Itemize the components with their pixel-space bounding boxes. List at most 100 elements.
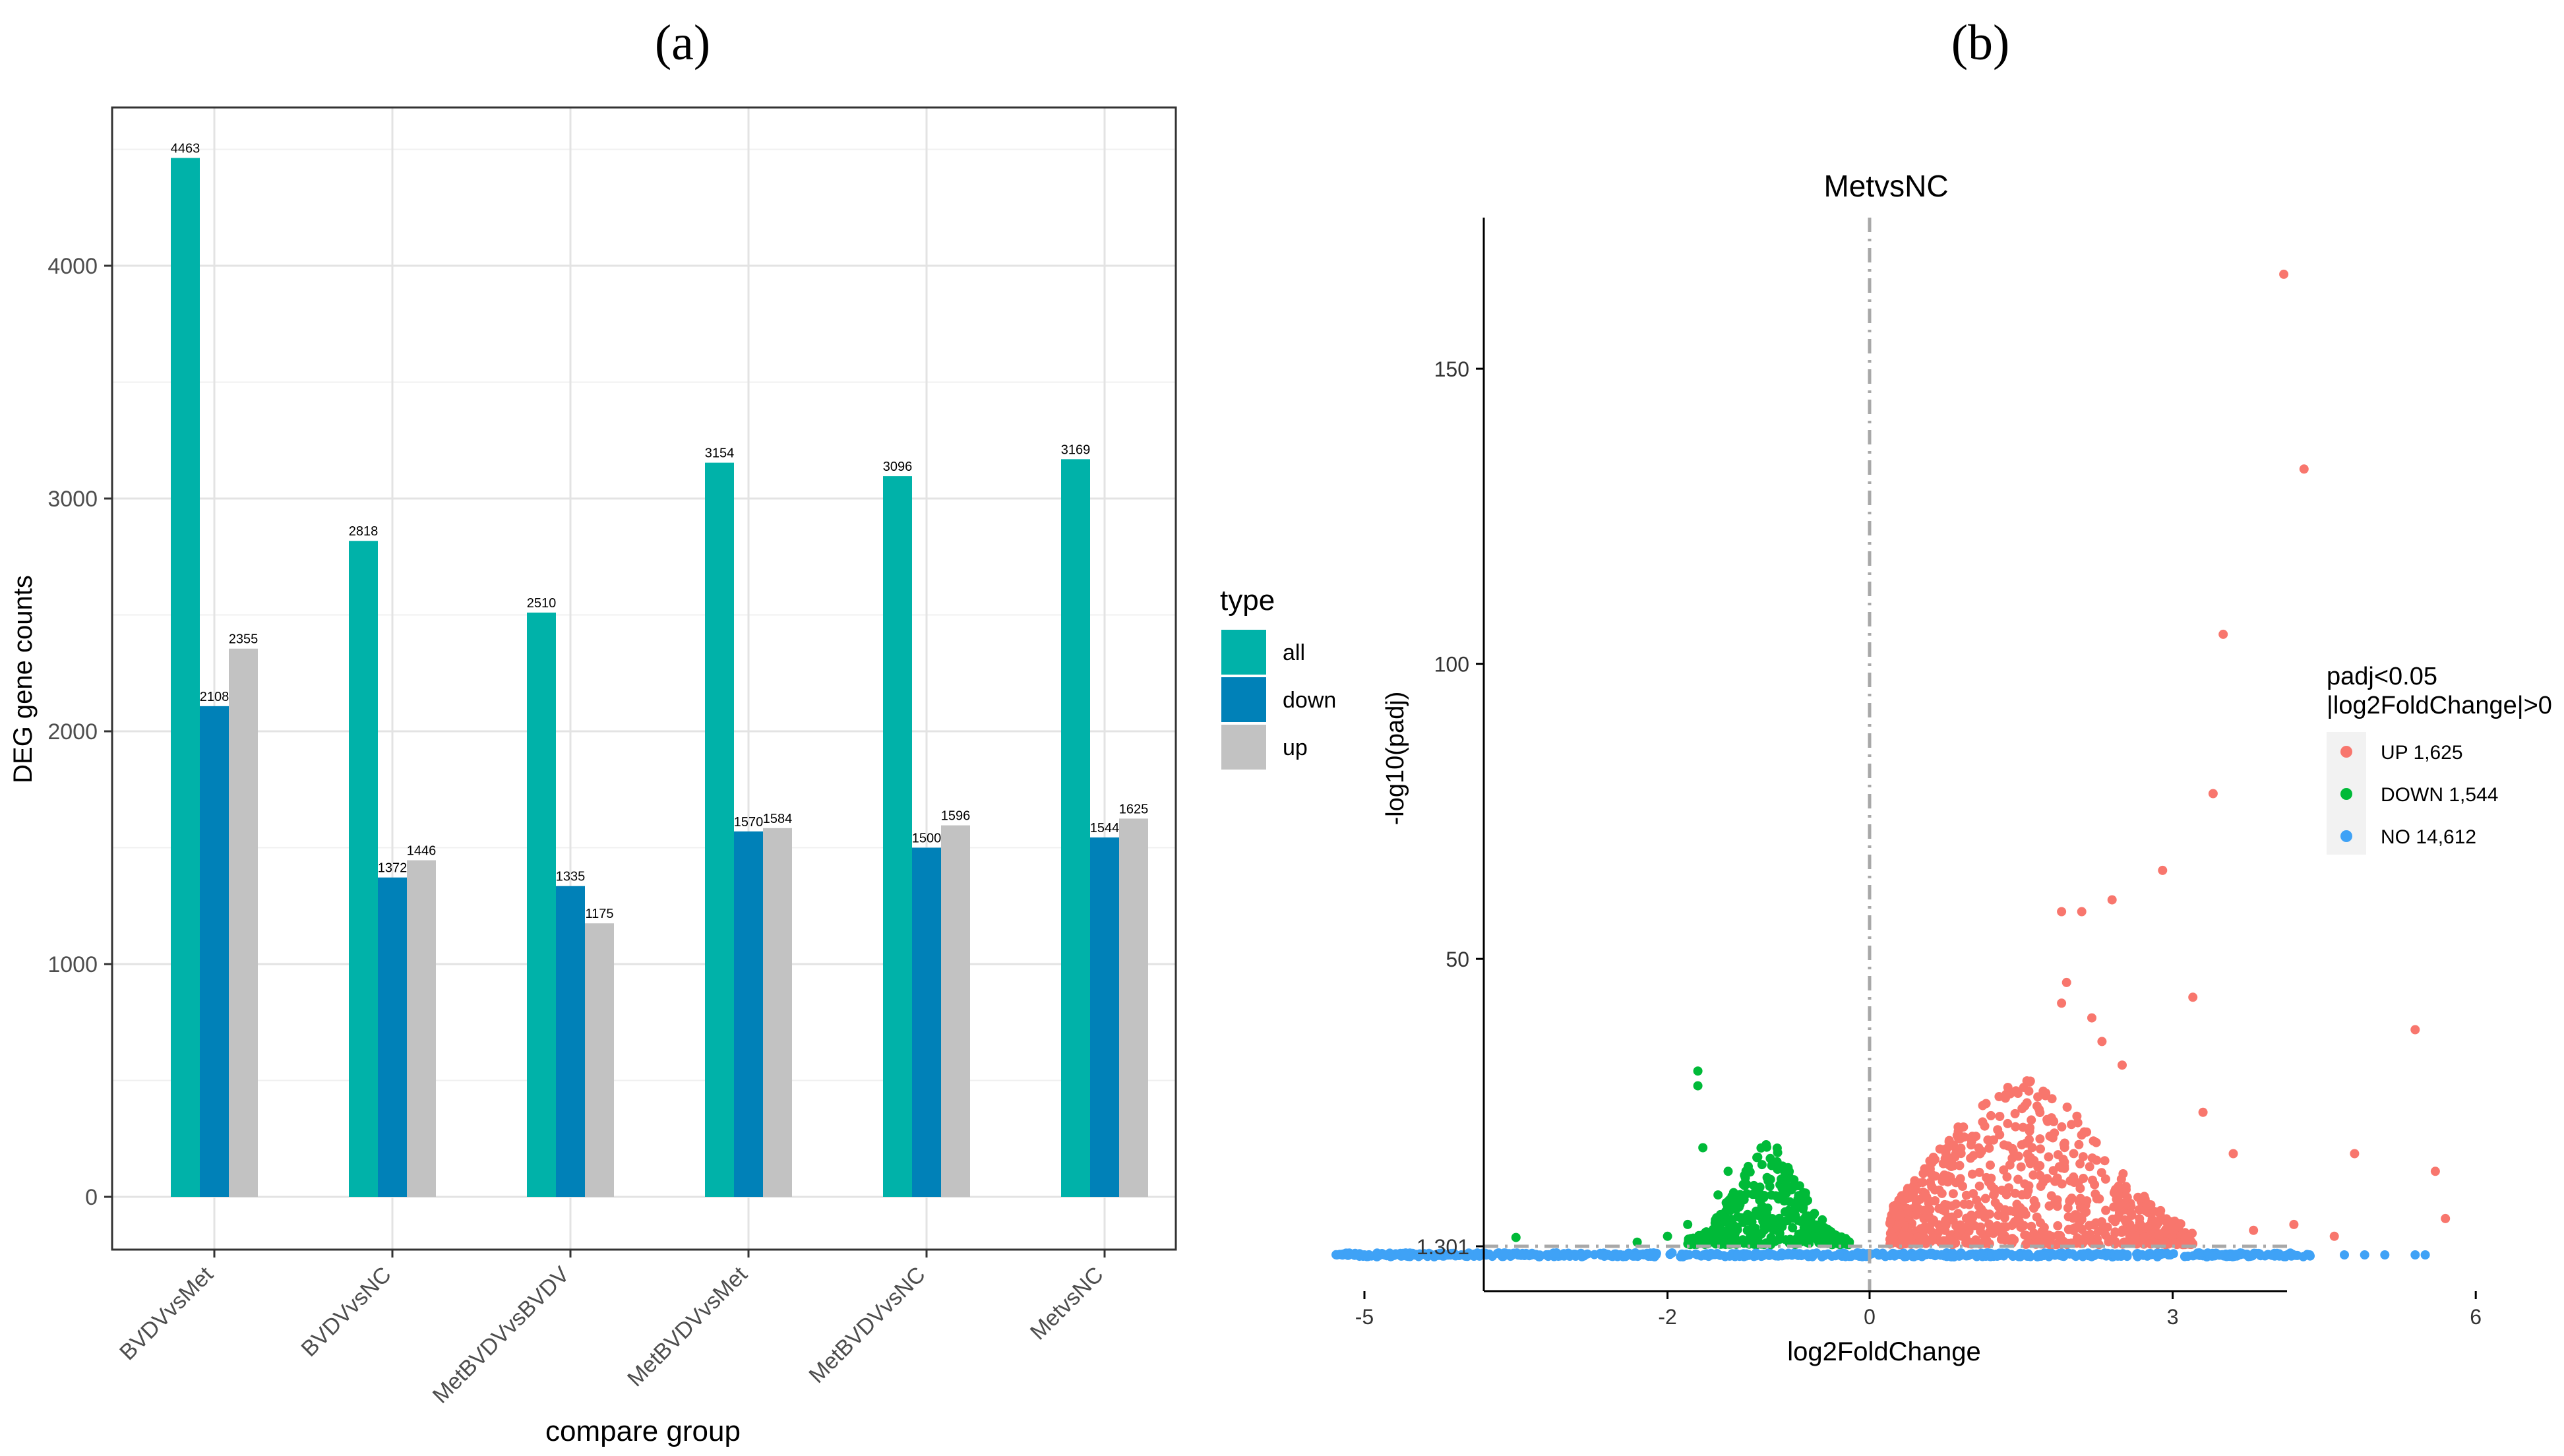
volcano-point-up — [2289, 1219, 2299, 1229]
bar-data-label: 1372 — [378, 861, 408, 876]
volcano-point-up — [1889, 1205, 1899, 1215]
volcano-point-no — [2360, 1250, 2369, 1259]
volcano-point-no — [2288, 1250, 2298, 1259]
volcano-point-no — [2219, 1251, 2228, 1261]
volcano-point-no — [1819, 1250, 1829, 1259]
volcano-point-up — [2059, 1139, 2069, 1149]
bar-down — [556, 886, 585, 1197]
volcano-point-up — [2075, 1159, 2085, 1168]
bar-legend-label-up: up — [1283, 735, 1308, 760]
bar-data-label: 3154 — [705, 446, 735, 461]
volcano-point-no — [1999, 1248, 2009, 1258]
volcano-point-up — [1980, 1194, 1990, 1203]
volcano-point-no — [1956, 1248, 1966, 1258]
volcano-point-up — [2003, 1118, 2013, 1128]
volcano-point-no — [1332, 1250, 1342, 1260]
bar-x-tick-label: MetBVDVvsMet — [623, 1261, 752, 1391]
volcano-point-down — [1698, 1143, 1708, 1153]
volcano-point-up — [1954, 1134, 1964, 1144]
volcano-point-no — [1682, 1250, 1692, 1260]
volcano-point-no — [2380, 1250, 2390, 1259]
volcano-point-up — [2007, 1143, 2017, 1153]
volcano-point-no — [1589, 1250, 1599, 1259]
volcano-point-no — [1831, 1251, 1841, 1261]
volcano-point-up — [2001, 1190, 2011, 1199]
volcano-point-no — [2298, 1252, 2308, 1261]
volcano-point-up — [2024, 1086, 2034, 1096]
bar-x-tick-label: MetBVDVvsBVDV — [428, 1262, 574, 1409]
volcano-point-up — [2022, 1190, 2032, 1199]
volcano-point-no — [1500, 1248, 1509, 1258]
volcano-point-down — [1775, 1225, 1785, 1234]
volcano-point-up — [2075, 1184, 2085, 1194]
volcano-point-down — [1752, 1153, 1762, 1163]
volcano-point-down — [1693, 1066, 1703, 1076]
volcano-point-up — [2350, 1149, 2360, 1159]
volcano-point-up — [2062, 1103, 2072, 1112]
volcano-point-up — [1948, 1189, 1958, 1199]
volcano-point-no — [1612, 1252, 1622, 1261]
volcano-point-up — [1942, 1200, 1952, 1210]
bar-x-tick-label: MetBVDVvsNC — [804, 1262, 930, 1388]
volcano-point-up — [2033, 1162, 2043, 1172]
volcano-point-up — [2002, 1172, 2012, 1182]
volcano-point-up — [2053, 1221, 2063, 1230]
volcano-point-down — [1796, 1217, 1806, 1226]
volcano-point-up — [2279, 269, 2289, 279]
bar-data-labels: 4463 2108 2355 2818 1372 1446 2510 1335 1175 3154… — [171, 142, 1149, 922]
volcano-point-up — [1918, 1225, 1928, 1234]
volcano-point-down — [1715, 1209, 1725, 1219]
volcano-point-down — [1785, 1197, 1794, 1207]
bar-legend: type all down up — [1220, 584, 1336, 770]
volcano-point-up — [1919, 1232, 1929, 1242]
volcano-point-no — [1909, 1252, 1919, 1261]
volcano-point-down — [1663, 1231, 1672, 1241]
volcano-point-up — [2077, 1215, 2087, 1225]
bar-all — [1061, 459, 1090, 1197]
volcano-point-no — [2122, 1252, 2132, 1261]
bar-down — [912, 847, 941, 1197]
bar-data-label: 1175 — [585, 907, 613, 921]
volcano-point-no — [2133, 1252, 2143, 1261]
volcano-point-up — [2092, 1194, 2102, 1203]
volcano-point-no — [1788, 1250, 1798, 1259]
volcano-point-up — [2154, 1230, 2164, 1240]
volcano-point-up — [2082, 1196, 2092, 1206]
volcano-point-down — [1759, 1225, 1769, 1235]
volcano-point-down — [1723, 1201, 1732, 1210]
volcano-point-down — [1511, 1232, 1521, 1242]
volcano-point-no — [1464, 1248, 1474, 1258]
volcano-point-up — [2042, 1114, 2052, 1124]
bar-legend-key-up — [1221, 725, 1266, 770]
volcano-point-up — [2118, 1225, 2127, 1235]
volcano-point-down — [1793, 1199, 1802, 1209]
volcano-point-up — [1974, 1181, 1984, 1191]
volcano-point-up — [1961, 1233, 1970, 1243]
volcano-point-up — [2410, 1025, 2420, 1035]
volcano-point-down — [1781, 1207, 1790, 1217]
volcano-point-down — [1750, 1223, 1760, 1233]
bar-data-label: 4463 — [171, 142, 200, 156]
volcano-point-up — [1940, 1225, 1950, 1235]
volcano-point-up — [2039, 1223, 2049, 1232]
bar-up — [229, 648, 258, 1197]
volcano-point-down — [1742, 1179, 1752, 1189]
bar-down — [734, 831, 763, 1197]
volcano-point-up — [2121, 1199, 2131, 1209]
volcano-point-up — [1999, 1140, 2009, 1150]
volcano-point-up — [1959, 1199, 1969, 1209]
volcano-point-no — [1450, 1249, 1459, 1259]
volcano-point-up — [1941, 1216, 1951, 1225]
volcano-point-up — [1984, 1143, 1994, 1153]
volcano-point-no — [1754, 1250, 1763, 1260]
bar-y-tick-label: 2000 — [47, 719, 98, 744]
volcano-x-tick-label: 6 — [2470, 1305, 2482, 1329]
volcano-y-tick-label: 50 — [1446, 948, 1469, 971]
volcano-point-up — [2100, 1174, 2110, 1184]
volcano-point-up — [2088, 1175, 2097, 1185]
volcano-x-tick-label: 3 — [2167, 1305, 2179, 1329]
bar-data-label: 3096 — [883, 460, 913, 474]
bar-data-label: 1544 — [1090, 821, 1120, 835]
volcano-point-up — [2188, 992, 2198, 1002]
volcano-point-no — [1442, 1250, 1452, 1260]
